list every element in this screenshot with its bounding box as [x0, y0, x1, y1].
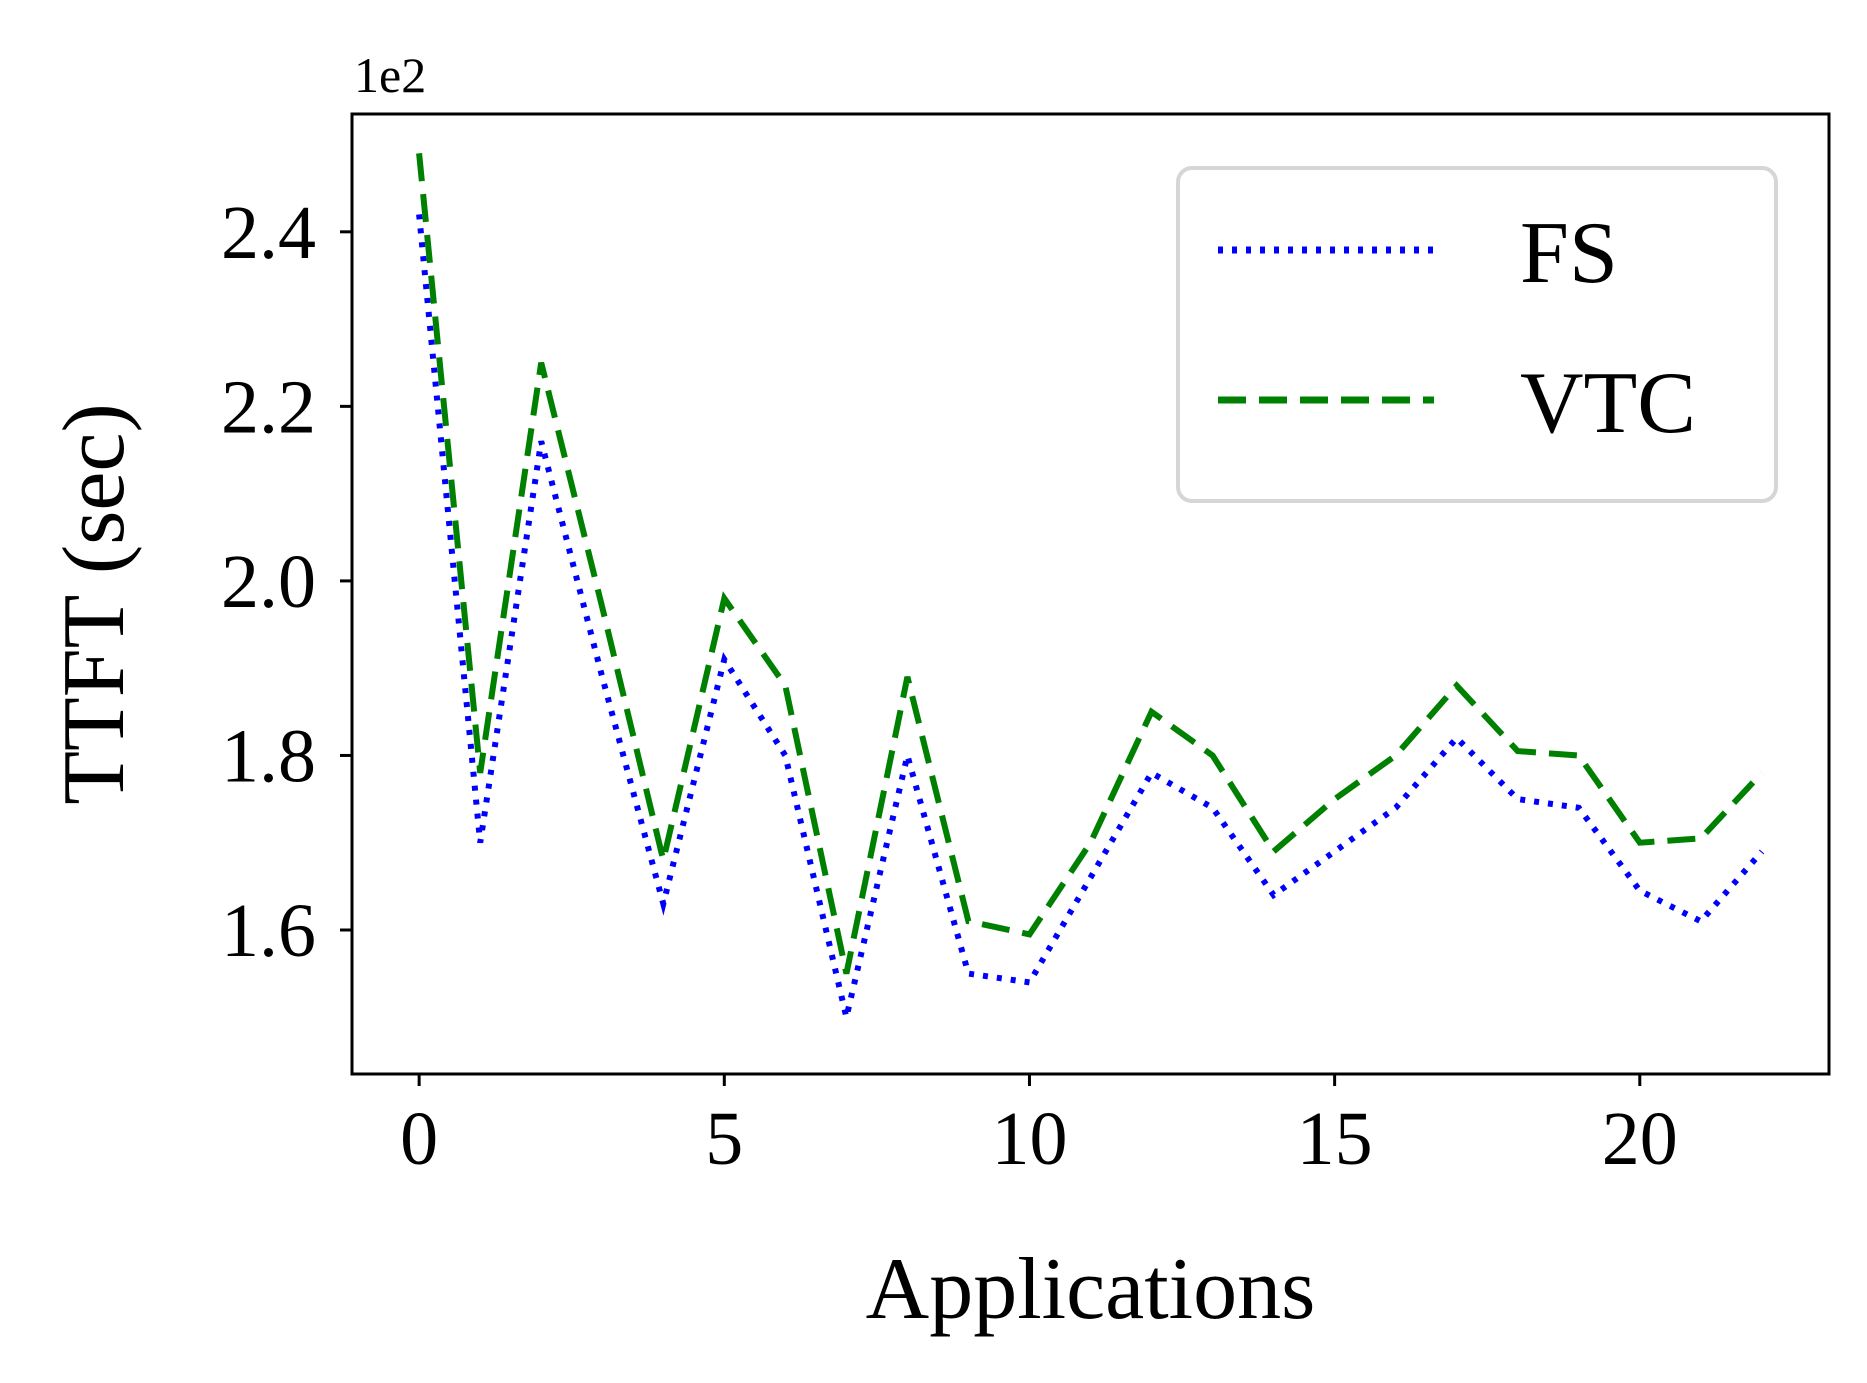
y-tick-label: 2.4	[221, 191, 316, 275]
series-line-vtc	[416, 153, 1765, 975]
y-tick-label: 1.8	[221, 714, 316, 798]
plot-frame	[350, 112, 1831, 1076]
series-layer	[416, 153, 1765, 1018]
x-tick-label: 15	[1297, 1097, 1373, 1181]
y-offset-label: 1e2	[354, 47, 426, 103]
x-tick-label: 10	[991, 1097, 1067, 1181]
x-tick-label: 0	[400, 1097, 438, 1181]
x-axis: 0 5 10 15 20	[400, 1074, 1678, 1181]
x-axis-title: Applications	[866, 1241, 1316, 1338]
y-tick-label: 2.2	[221, 365, 316, 449]
legend-items: FS VTC	[1218, 205, 1696, 452]
legend-label-vtc: VTC	[1520, 355, 1696, 452]
legend: FS VTC	[1176, 166, 1778, 503]
legend-box	[1176, 166, 1778, 503]
y-axis-title: TTFT (sec)	[46, 403, 143, 805]
y-axis: 1.6 1.8 2.0 2.2 2.4	[221, 191, 352, 973]
legend-label-fs: FS	[1520, 205, 1618, 302]
series-line-fs	[416, 214, 1765, 1018]
x-tick-label: 5	[705, 1097, 743, 1181]
x-tick-label: 20	[1602, 1097, 1678, 1181]
y-tick-label: 1.6	[221, 889, 316, 973]
y-tick-label: 2.0	[221, 540, 316, 624]
